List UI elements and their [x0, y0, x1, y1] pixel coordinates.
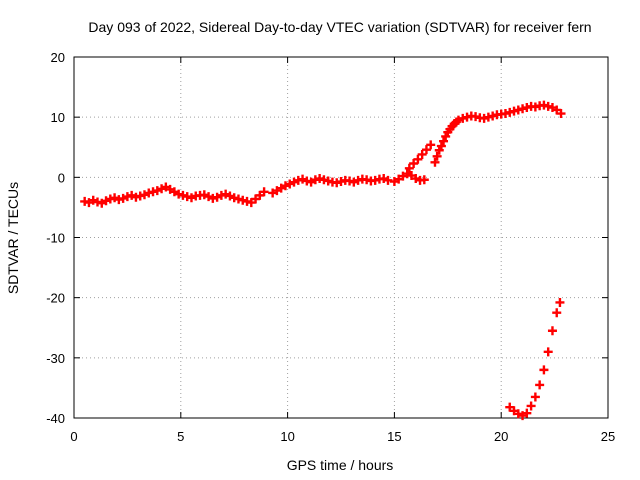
data-point: [430, 157, 440, 167]
data-point: [144, 188, 154, 198]
tick-labels: 0 5 10 15 20 25 -40 -30 -20 -10 0 10 20: [46, 50, 615, 444]
data-point: [483, 112, 493, 122]
data-point: [131, 192, 141, 202]
data-point: [552, 308, 562, 318]
data-point: [439, 136, 449, 146]
data-point: [419, 175, 429, 185]
data-point: [182, 192, 192, 202]
data-point: [421, 145, 431, 155]
data-point: [238, 195, 248, 205]
x-tick-label: 15: [387, 429, 401, 444]
data-point: [488, 111, 498, 121]
data-point: [80, 196, 90, 206]
data-point: [122, 192, 132, 202]
data-point: [500, 109, 510, 119]
y-tick-label: 20: [51, 50, 65, 65]
data-point: [310, 175, 320, 185]
y-tick-label: -30: [46, 351, 65, 366]
data-point: [362, 175, 372, 185]
data-point: [539, 100, 549, 110]
data-point: [293, 175, 303, 185]
x-tick-label: 10: [280, 429, 294, 444]
data-point: [216, 190, 226, 200]
data-point: [462, 112, 472, 122]
data-point: [471, 112, 481, 122]
data-point: [323, 176, 333, 186]
x-tick-label: 0: [70, 429, 77, 444]
data-point: [105, 194, 115, 204]
data-point: [505, 107, 515, 117]
y-tick-label: -10: [46, 231, 65, 246]
data-point: [543, 101, 553, 111]
x-tick-label: 25: [601, 429, 615, 444]
data-point: [233, 194, 243, 204]
data-point: [345, 176, 355, 186]
x-tick-label: 20: [494, 429, 508, 444]
data-point: [114, 195, 124, 205]
data-point: [383, 175, 393, 185]
data-point: [413, 154, 423, 164]
data-point: [530, 102, 540, 112]
data-point: [336, 177, 346, 187]
data-point: [530, 392, 540, 402]
data-point: [522, 103, 532, 113]
data-point: [353, 175, 363, 185]
data-point: [535, 380, 545, 390]
data-point: [404, 163, 414, 173]
y-tick-label: -20: [46, 291, 65, 306]
data-point: [315, 174, 325, 184]
y-tick-label: 10: [51, 110, 65, 125]
data-point: [543, 347, 553, 357]
chart-title: Day 093 of 2022, Sidereal Day-to-day VTE…: [88, 19, 591, 35]
data-point: [242, 196, 252, 206]
data-point: [302, 176, 312, 186]
data-point: [426, 140, 436, 150]
data-point: [319, 175, 329, 185]
data-point: [526, 401, 536, 411]
data-point: [539, 365, 549, 375]
data-point: [135, 191, 145, 201]
x-tick-label: 5: [177, 429, 184, 444]
x-axis-label: GPS time / hours: [287, 457, 394, 473]
y-tick-label: 0: [58, 170, 65, 185]
axis-ticks: [73, 56, 609, 419]
data-point: [417, 149, 427, 159]
data-point: [229, 193, 239, 203]
data-point: [458, 113, 468, 123]
data-point: [92, 197, 102, 207]
data-point: [259, 187, 269, 197]
data-point: [513, 105, 523, 115]
data-point: [555, 297, 565, 307]
data-point: [370, 175, 380, 185]
data-point: [547, 326, 557, 336]
data-point: [479, 113, 489, 123]
data-point: [522, 408, 532, 418]
data-point: [178, 190, 188, 200]
data-point: [436, 141, 446, 151]
y-axis-label: SDTVAR / TECUs: [5, 182, 21, 294]
data-point: [518, 104, 528, 114]
data-point: [432, 151, 442, 161]
data-point: [174, 189, 184, 199]
data-point: [332, 178, 342, 188]
data-point: [208, 193, 218, 203]
data-marks: [80, 100, 566, 421]
data-point: [148, 187, 158, 197]
series-lower-arc: [505, 297, 565, 421]
y-tick-label: -40: [46, 411, 65, 426]
data-point: [509, 106, 519, 116]
data-point: [556, 109, 566, 119]
series-main-track: [80, 100, 566, 208]
data-point: [409, 158, 419, 168]
